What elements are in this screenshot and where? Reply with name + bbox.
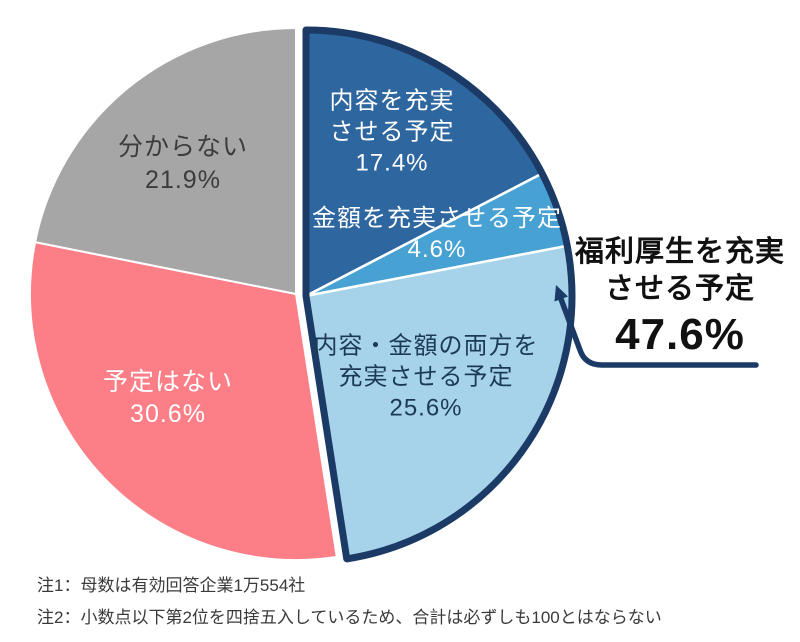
segment-percent: 25.6% [389, 394, 463, 422]
segment-label-improve-content: 内容を充実 させる予定 17.4% [330, 86, 455, 179]
segment-label-line: 金額を充実させる予定 [312, 205, 562, 232]
annotation-percent: 47.6% [615, 310, 745, 359]
callout-line [558, 296, 759, 368]
segment-label-line: 充実させる予定 [338, 363, 514, 391]
segment-percent: 4.6% [407, 236, 467, 263]
segment-label-line: 予定はない [102, 368, 234, 396]
footnote-2: 注2：小数点以下第2位を四捨五入しているため、合計は必ずしも100とはならない [37, 608, 662, 627]
pie-segment-3 [29, 241, 338, 561]
segment-label-line: 内容を充実 [329, 87, 455, 115]
segment-label-improve-amount: 金額を充実させる予定 4.6% [312, 203, 562, 265]
pie-segment-4 [34, 27, 297, 295]
callout-arrowhead-icon [554, 285, 568, 302]
segment-label-no-plan: 予定はない 30.6% [103, 366, 233, 430]
segment-label-line: させる予定 [329, 118, 455, 146]
footnote-1: 注1：母数は有効回答企業1万554社 [37, 576, 306, 595]
annotation-label-line: させる予定 [604, 273, 756, 305]
segment-percent: 21.9% [145, 166, 221, 194]
group-outline [302, 26, 576, 563]
group-total-annotation: 福利厚生を充実 させる予定 47.6% [575, 234, 785, 360]
segment-percent: 17.4% [355, 149, 429, 177]
segment-label-improve-both: 内容・金額の両方を 充実させる予定 25.6% [314, 331, 539, 424]
segment-label-line: 内容・金額の両方を [313, 332, 539, 360]
annotation-label-line: 福利厚生を充実 [574, 236, 786, 268]
segment-label-dont-know: 分からない 21.9% [118, 131, 248, 197]
segment-percent: 30.6% [130, 400, 206, 428]
segment-label-line: 分からない [117, 133, 249, 161]
